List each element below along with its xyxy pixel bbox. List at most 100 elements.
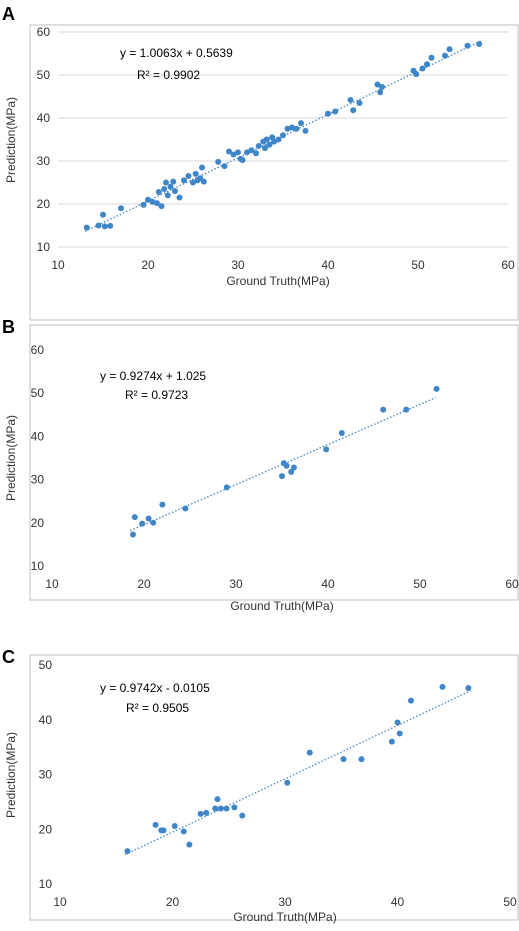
data-point [325, 110, 331, 117]
data-point [231, 804, 238, 811]
y-tick-label: 50 [37, 68, 51, 82]
x-tick-label: 30 [231, 258, 245, 272]
y-tick-label: 40 [31, 429, 45, 443]
data-point [217, 805, 224, 812]
data-point [248, 147, 255, 154]
x-axis-title: Ground Truth(MPa) [233, 910, 336, 924]
data-point [306, 749, 313, 756]
data-point [124, 848, 131, 855]
x-tick-label: 20 [137, 577, 151, 591]
x-tick-label: 40 [321, 577, 335, 591]
data-point [155, 188, 162, 195]
data-point [263, 136, 270, 143]
data-point [161, 185, 168, 192]
data-point [223, 805, 230, 812]
data-point [199, 164, 205, 171]
data-point [172, 188, 178, 195]
y-axis-title: Prediction(MPa) [4, 415, 18, 501]
data-point [394, 719, 401, 726]
chart-panel-b: B 10 20 30 40 50 60 10 20 30 40 50 60 Ground Truth(MP… [2, 317, 519, 613]
x-tick-label: 40 [391, 895, 405, 909]
y-tick-label: 50 [31, 386, 45, 400]
data-point [350, 107, 357, 114]
data-point [149, 198, 156, 205]
r-squared-label: R² = 0.9723 [125, 388, 188, 402]
data-point [253, 150, 259, 157]
data-point [239, 812, 246, 819]
data-point [158, 203, 165, 210]
y-axis-title: Prediction(MPa) [4, 97, 18, 183]
data-point [239, 157, 246, 164]
y-tick-label: 40 [37, 111, 51, 125]
x-tick-label: 60 [505, 577, 519, 591]
data-point [464, 42, 471, 49]
data-point [167, 183, 174, 190]
data-point [283, 462, 290, 469]
data-point [181, 177, 187, 184]
data-point [284, 125, 291, 132]
data-point [442, 52, 448, 59]
x-tick-label: 10 [45, 577, 59, 591]
x-axis-title: Ground Truth(MPa) [230, 599, 333, 613]
data-point [413, 71, 420, 78]
trendline-equation: y = 0.9274x + 1.025 [100, 369, 206, 383]
panel-label: C [2, 647, 15, 667]
x-tick-label: 30 [278, 895, 292, 909]
data-point [230, 151, 237, 158]
data-point [171, 822, 178, 829]
x-tick-label: 60 [501, 258, 515, 272]
data-point [235, 149, 241, 156]
data-point [408, 697, 414, 704]
x-tick-label: 50 [411, 258, 425, 272]
data-point [118, 205, 124, 212]
data-point [347, 96, 354, 103]
data-point [164, 192, 171, 199]
x-tick-label: 50 [503, 895, 517, 909]
data-point [424, 61, 430, 68]
data-point [244, 149, 250, 156]
data-point [139, 520, 146, 527]
r-squared-label: R² = 0.9902 [137, 68, 200, 82]
data-point [388, 738, 395, 745]
data-point [340, 756, 347, 763]
data-point [338, 429, 345, 436]
data-point [101, 223, 108, 230]
data-point [476, 41, 483, 48]
data-point [262, 145, 268, 152]
data-point [223, 484, 230, 491]
y-tick-label: 60 [37, 25, 51, 39]
data-point [131, 514, 138, 521]
y-tick-label: 30 [31, 473, 45, 487]
data-point [356, 99, 363, 106]
chart-frame [29, 324, 519, 601]
y-tick-label: 20 [37, 197, 51, 211]
data-point [290, 464, 297, 471]
x-tick-label: 20 [141, 258, 155, 272]
x-tick-label: 30 [229, 577, 243, 591]
data-point [332, 108, 339, 115]
data-point [83, 224, 90, 231]
data-point [182, 505, 189, 512]
data-point [95, 222, 102, 229]
data-point [284, 779, 291, 786]
data-point [140, 201, 147, 208]
y-tick-label: 10 [39, 877, 53, 891]
data-point [150, 519, 157, 526]
data-point [129, 531, 136, 538]
data-point [275, 136, 282, 143]
data-point [396, 730, 403, 737]
data-point [100, 211, 106, 218]
trendline [129, 397, 436, 532]
data-point [190, 179, 196, 186]
y-tick-label: 30 [37, 154, 51, 168]
data-point [293, 125, 300, 132]
data-point [419, 65, 426, 72]
data-point [298, 120, 304, 127]
x-tick-label: 50 [413, 577, 427, 591]
data-point [160, 827, 167, 834]
data-point [215, 158, 222, 165]
x-tick-label: 10 [51, 258, 65, 272]
data-point [203, 809, 210, 816]
data-point [200, 178, 207, 185]
data-point [185, 173, 192, 180]
